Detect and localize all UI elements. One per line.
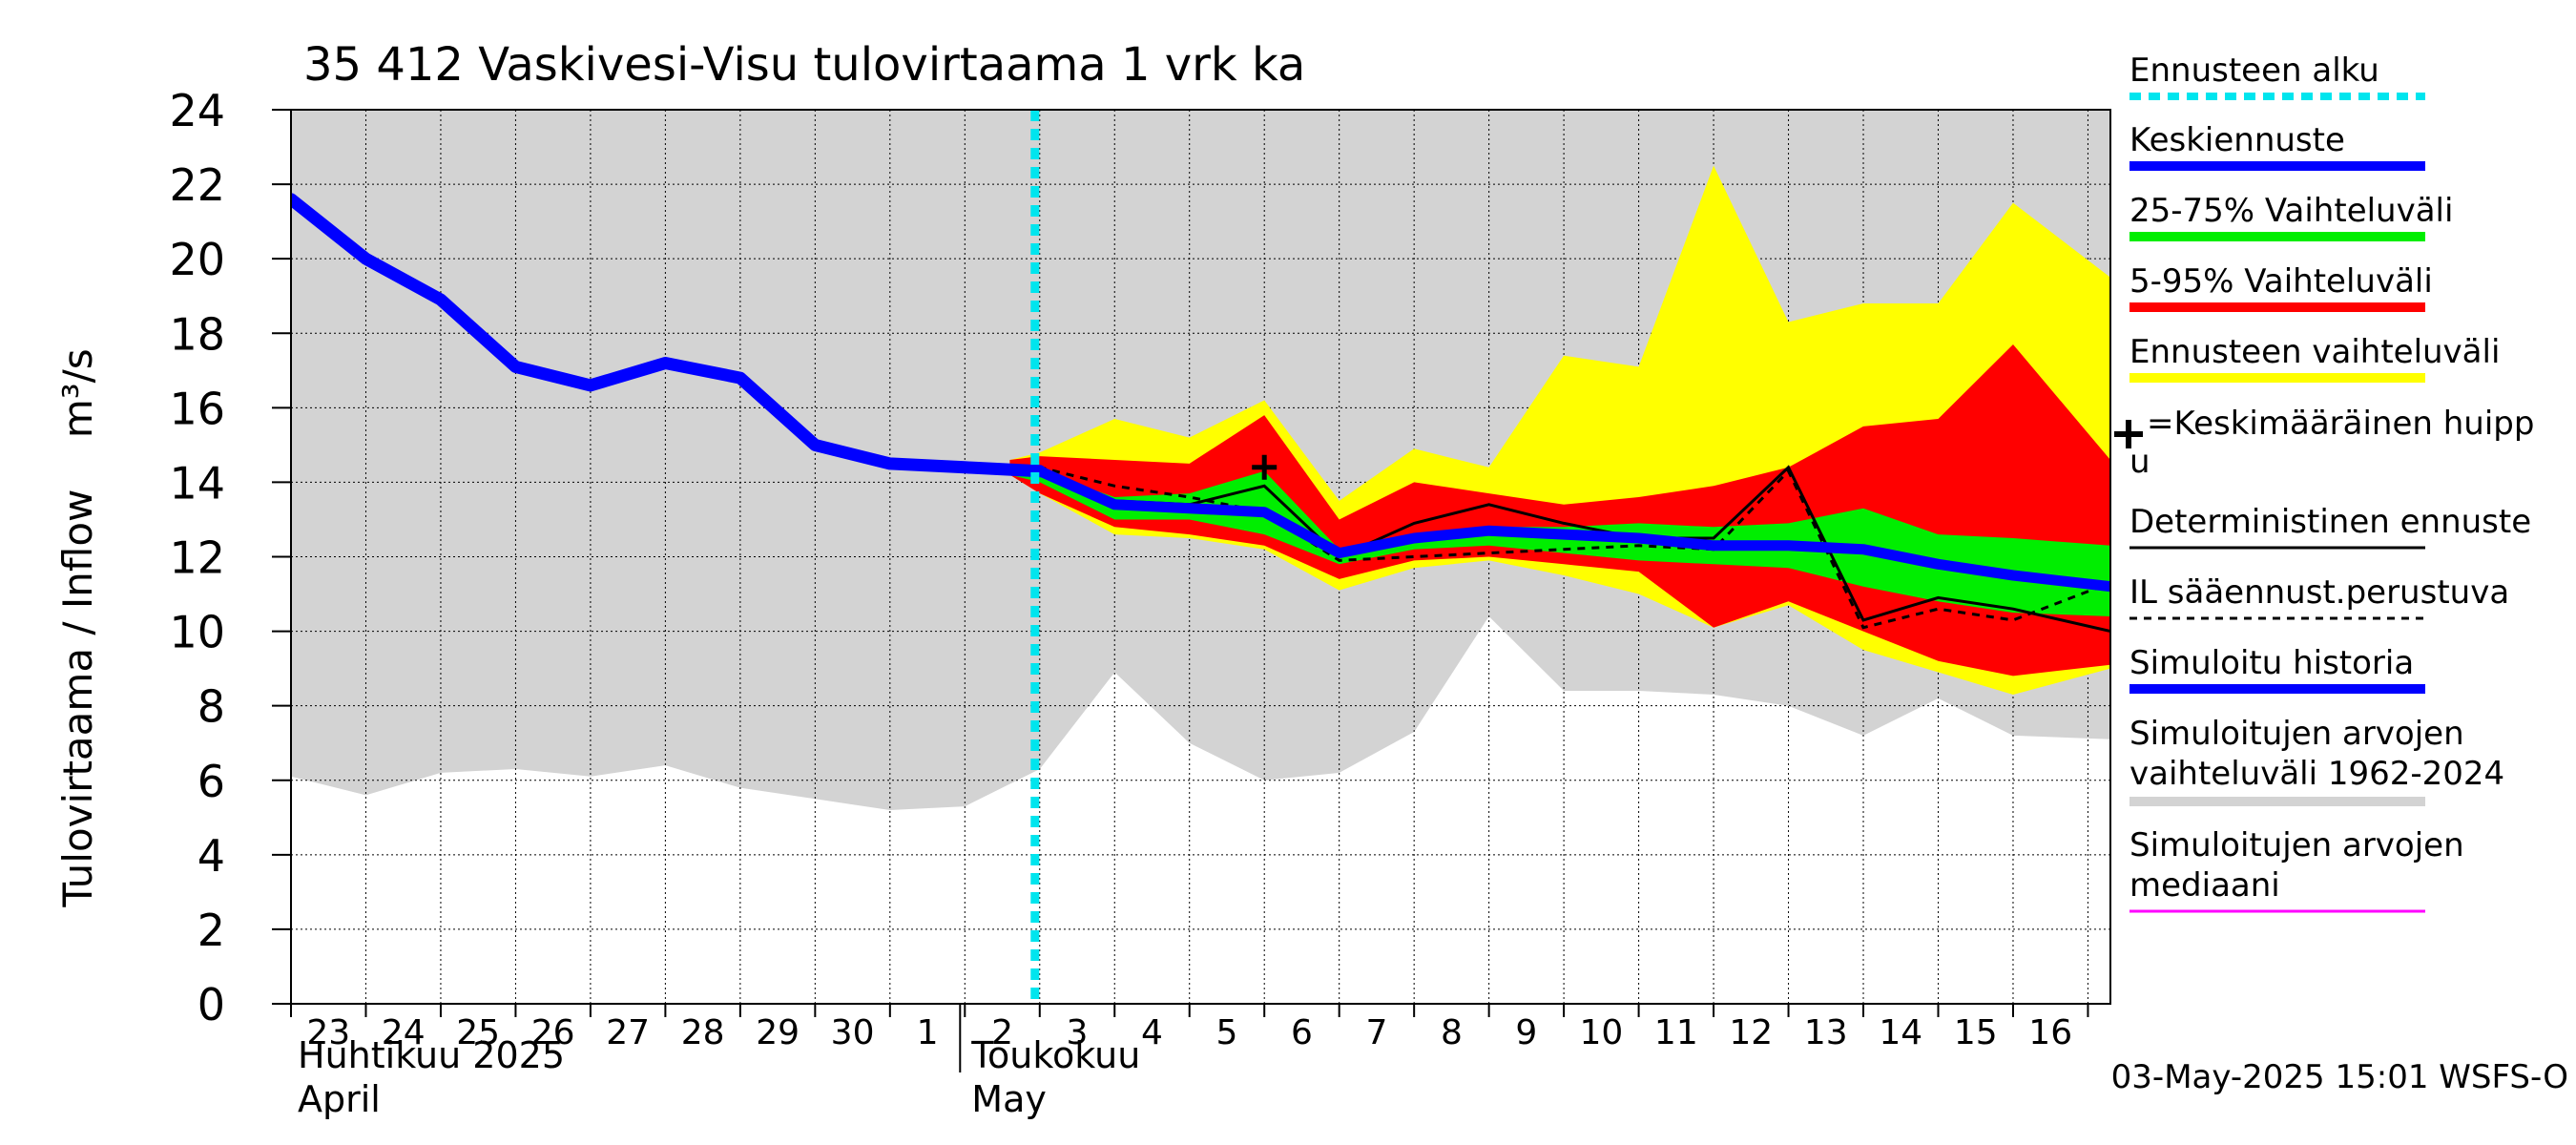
y-tick-label: 18 [169, 308, 225, 360]
x-tick-label: 1 [917, 1013, 939, 1052]
legend-simuloitu-historia-label: Simuloitu historia [2129, 644, 2414, 682]
x-tick-label: 23 [306, 1013, 350, 1052]
month-label-en: April [298, 1078, 381, 1120]
simulated-history-line [291, 193, 1047, 478]
footer-timestamp: 03-May-2025 15:01 WSFS-O [2111, 1058, 2568, 1096]
legend-il-saaennuste-label: IL sääennust.perustuva [2129, 573, 2509, 612]
month-label-fi: Toukokuu [970, 1034, 1140, 1076]
y-tick-label: 16 [169, 383, 225, 434]
y-tick-label: 0 [197, 979, 225, 1030]
legend-keskimaarainen-huippu-marker [2114, 420, 2143, 448]
plot-series [291, 110, 2110, 1004]
range-5-95-band [1009, 344, 2110, 677]
y-tick-label: 14 [169, 457, 225, 509]
x-tick-label: 16 [2028, 1013, 2072, 1052]
x-tick-label: 11 [1654, 1013, 1698, 1052]
plot-area [290, 109, 2111, 1005]
x-axis: 23 24 25 26 27 28 29 30 1 2 3 4 5 6 7 8 9 10 11 12 13 14 15 16H… [290, 1004, 2089, 1120]
legend-keskimaarainen-huippu-label: =Keskimääräinen huipp [2147, 405, 2534, 443]
legend-vaihteluvali-5-95-label: 5-95% Vaihteluväli [2129, 262, 2433, 301]
x-tick-label: 8 [1441, 1013, 1463, 1052]
legend-simuloitujen-mediaani-label: Simuloitujen arvojen [2129, 826, 2464, 864]
x-tick-label: 29 [756, 1013, 800, 1052]
x-tick-label: 14 [1879, 1013, 1922, 1052]
x-tick-label: 10 [1579, 1013, 1623, 1052]
il-forecast-line [1009, 466, 2110, 630]
x-tick-label: 27 [606, 1013, 650, 1052]
legend-keskiennuste-label: Keskiennuste [2129, 121, 2345, 159]
x-tick-label: 9 [1515, 1013, 1537, 1052]
legend-keskimaarainen-huippu-label-line2: u [2129, 443, 2150, 481]
month-label-fi: Huhtikuu 2025 [298, 1034, 565, 1076]
y-tick-label: 8 [197, 681, 225, 733]
month-label-en: May [971, 1078, 1047, 1120]
x-tick-label: 3 [1067, 1013, 1089, 1052]
legend-ennusteen-vaihteluvali-label: Ennusteen vaihteluväli [2129, 333, 2500, 371]
y-tick-label: 12 [169, 532, 225, 584]
legend-vaihteluvali-25-75-label: 25-75% Vaihteluväli [2129, 192, 2453, 230]
legend-simuloitujen-vaihteluvali-label: Simuloitujen arvojen [2129, 715, 2464, 753]
legend-ennusteen-alku-label: Ennusteen alku [2129, 52, 2379, 90]
mean-forecast-line [1037, 466, 2110, 593]
legend-simuloitujen-mediaani-label-line2: mediaani [2129, 866, 2280, 905]
legend-deterministinen-label: Deterministinen ennuste [2129, 503, 2531, 541]
x-tick-label: 4 [1141, 1013, 1163, 1052]
legend-simuloitujen-vaihteluvali-label-line2: vaihteluväli 1962-2024 [2129, 755, 2504, 793]
x-tick-label: 28 [681, 1013, 725, 1052]
x-tick-label: 25 [456, 1013, 500, 1052]
x-tick-label: 30 [831, 1013, 875, 1052]
y-tick-label: 24 [169, 85, 225, 136]
y-axis-label: Tulovirtaama / Inflow m³/s [54, 348, 101, 907]
mean-peak-marker [1252, 454, 1278, 480]
y-tick-label: 10 [169, 607, 225, 658]
chart-title: 35 412 Vaskivesi-Visu tulovirtaama 1 vrk… [303, 38, 1305, 92]
x-tick-label: 13 [1804, 1013, 1848, 1052]
y-tick-label: 20 [169, 234, 225, 285]
x-tick-label: 6 [1291, 1013, 1313, 1052]
y-tick-label: 4 [197, 830, 225, 882]
legend: Ennusteen alku Keskiennuste 25-75% Vaihtel… [2114, 52, 2534, 913]
x-tick-label: 5 [1216, 1013, 1238, 1052]
x-tick-label: 2 [991, 1013, 1013, 1052]
y-tick-label: 22 [169, 159, 225, 211]
x-tick-label: 7 [1365, 1013, 1387, 1052]
x-tick-label: 15 [1954, 1013, 1998, 1052]
y-tick-label: 6 [197, 756, 225, 807]
x-tick-label: 24 [382, 1013, 426, 1052]
y-tick-label: 2 [197, 905, 225, 956]
x-tick-label: 12 [1729, 1013, 1773, 1052]
x-tick-label: 26 [531, 1013, 575, 1052]
